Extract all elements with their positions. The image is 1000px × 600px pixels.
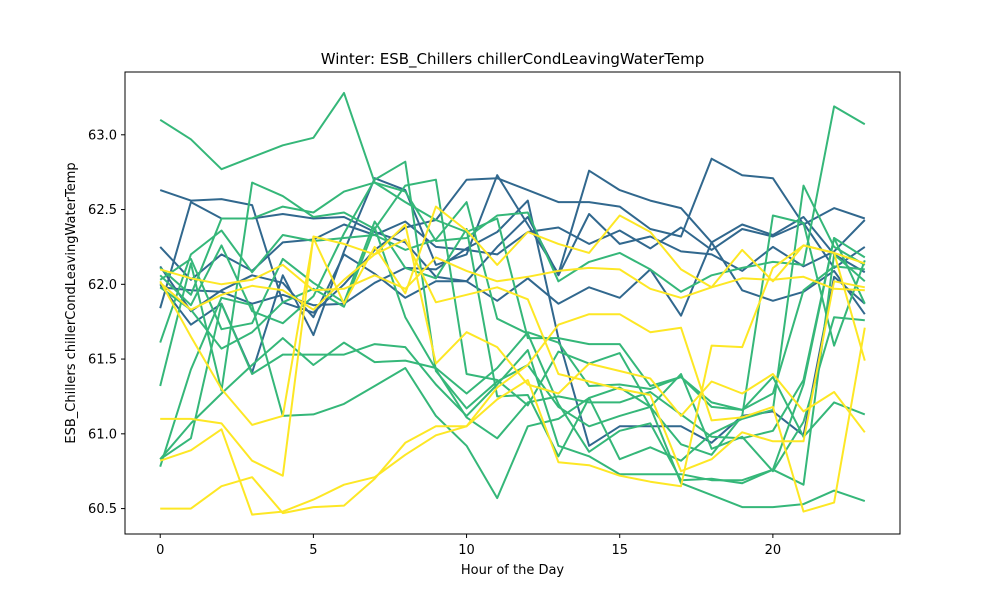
- series-line-7: [159, 91, 866, 293]
- y-tick-label: 60.5: [88, 502, 117, 517]
- series-line-17: [159, 205, 866, 426]
- series-line-2: [159, 220, 866, 281]
- x-axis-label: Hour of the Day: [461, 563, 565, 578]
- series-line-18: [160, 223, 866, 477]
- series-line-12: [159, 184, 866, 462]
- series-line-10: [159, 178, 866, 456]
- x-tick-label: 15: [611, 543, 628, 558]
- series-line-9: [159, 160, 865, 473]
- y-tick-label: 61.0: [88, 427, 117, 442]
- y-tick-label: 61.5: [88, 353, 117, 368]
- series-line-22: [159, 256, 865, 299]
- x-tick-label: 10: [458, 543, 475, 558]
- y-axis-label: ESB_Chillers chillerCondLeavingWaterTemp: [64, 162, 79, 443]
- x-tick-label: 0: [156, 543, 164, 558]
- x-tick-label: 5: [309, 543, 317, 558]
- series-line-14: [159, 331, 866, 460]
- series-line-15: [159, 226, 866, 440]
- series-line-19: [159, 313, 866, 516]
- series-line-20: [160, 244, 866, 515]
- x-tick-label: 20: [765, 543, 782, 558]
- series-line-3: [159, 169, 866, 374]
- y-tick-label: 62.0: [88, 278, 117, 293]
- series-line-13: [159, 296, 866, 509]
- y-tick-label: 62.5: [88, 203, 117, 218]
- series-line-21: [159, 238, 865, 473]
- series-line-11: [159, 201, 866, 485]
- series-layer: [159, 91, 866, 516]
- chart-title: Winter: ESB_Chillers chillerCondLeavingW…: [321, 50, 705, 69]
- series-line-1: [159, 157, 866, 314]
- series-line-5: [159, 201, 866, 317]
- y-tick-label: 63.0: [88, 128, 117, 143]
- plot-frame: [124, 71, 901, 535]
- ticks-layer: 0 5 10 15 20 60.5 61.0 61.5 62.0 62.5 63.0: [88, 128, 781, 558]
